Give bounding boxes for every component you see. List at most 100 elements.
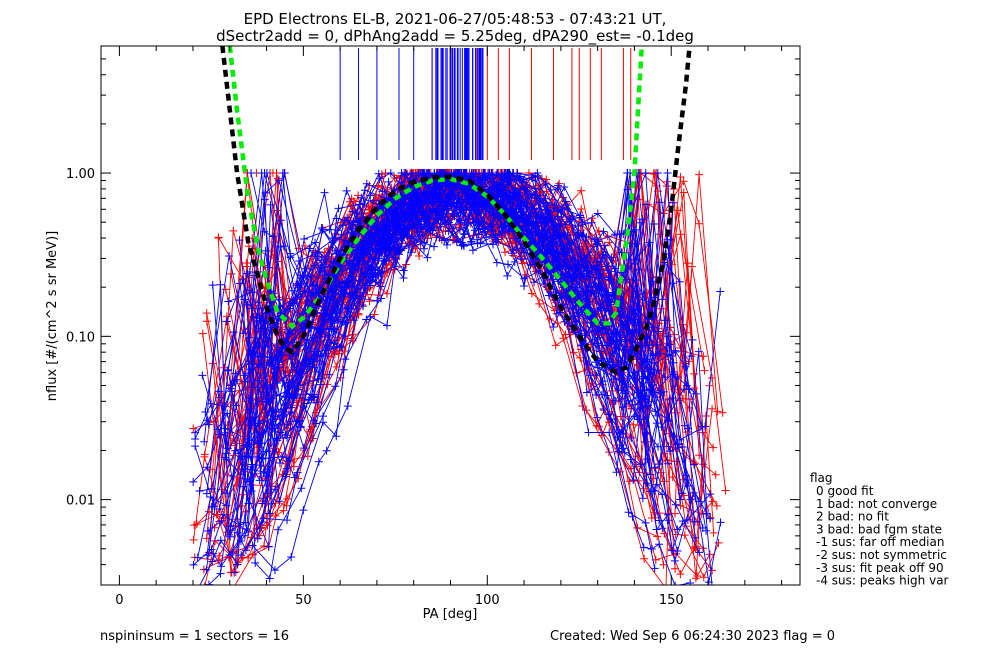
data-point-marker — [204, 582, 206, 585]
data-point-marker — [584, 428, 593, 437]
data-point-marker — [374, 169, 383, 178]
data-point-marker — [588, 214, 597, 223]
data-point-marker — [325, 370, 334, 379]
data-point-marker — [559, 193, 568, 202]
data-point-marker — [683, 515, 692, 524]
data-point-marker — [699, 352, 708, 361]
data-point-marker — [655, 540, 664, 549]
data-point-marker — [708, 404, 717, 413]
data-point-marker — [577, 186, 586, 195]
data-point-marker — [683, 259, 692, 268]
data-point-marker — [189, 424, 198, 433]
data-point-marker — [384, 177, 393, 186]
data-point-marker — [620, 448, 629, 457]
x-tick-label: 150 — [659, 593, 684, 608]
data-point-marker — [300, 234, 309, 243]
data-point-marker — [653, 532, 662, 541]
data-point-marker — [708, 585, 716, 593]
data-point-marker — [200, 450, 209, 459]
data-point-marker — [650, 564, 659, 573]
data-point-marker — [191, 442, 200, 451]
data-point-marker — [320, 188, 329, 197]
data-point-marker — [322, 446, 331, 455]
data-point-marker — [663, 169, 672, 178]
data-point-marker — [664, 510, 673, 519]
data-point-marker — [295, 256, 304, 265]
y-tick-label: 1.00 — [66, 167, 95, 182]
data-point-marker — [576, 353, 585, 362]
data-point-marker — [227, 589, 235, 597]
data-point-marker — [625, 477, 634, 486]
spectrum-line — [261, 171, 634, 460]
data-point-marker — [668, 473, 677, 482]
data-point-marker — [605, 238, 614, 247]
data-point-marker — [634, 476, 643, 485]
data-point-marker — [242, 259, 251, 268]
data-point-marker — [383, 289, 392, 298]
data-point-marker — [386, 169, 395, 178]
data-point-marker — [540, 280, 549, 289]
data-point-marker — [674, 581, 676, 585]
data-point-marker — [282, 516, 291, 525]
data-point-marker — [221, 285, 230, 294]
data-point-marker — [343, 402, 352, 411]
data-point-marker — [641, 169, 650, 178]
data-point-marker — [713, 407, 722, 416]
data-point-marker — [348, 207, 357, 216]
footer-right: Created: Wed Sep 6 06:24:30 2023 flag = … — [550, 629, 835, 644]
x-axis-label: PA [deg] — [423, 607, 478, 622]
data-point-marker — [587, 218, 596, 227]
data-point-marker — [629, 476, 638, 485]
data-point-marker — [641, 518, 650, 527]
data-point-marker — [520, 282, 529, 291]
data-point-marker — [312, 419, 321, 428]
data-point-marker — [699, 460, 708, 469]
data-point-marker — [652, 525, 661, 534]
x-tick-label: 0 — [115, 593, 123, 608]
data-point-marker — [577, 204, 586, 213]
data-point-marker — [338, 277, 347, 286]
y-tick-label: 0.10 — [66, 330, 95, 345]
data-point-marker — [247, 169, 256, 178]
data-point-marker — [555, 179, 564, 188]
data-point-marker — [671, 509, 680, 518]
data-point-marker — [366, 191, 375, 200]
data-point-marker — [239, 329, 248, 338]
data-point-marker — [503, 271, 512, 280]
data-point-marker — [604, 448, 613, 457]
data-point-marker — [283, 494, 292, 503]
data-point-marker — [527, 289, 536, 298]
data-point-marker — [679, 177, 688, 186]
data-point-marker — [317, 223, 326, 232]
data-point-marker — [215, 551, 224, 560]
data-point-marker — [560, 182, 569, 191]
chart-title-line1: EPD Electrons EL-B, 2021-06-27/05:48:53 … — [244, 10, 667, 28]
data-point-marker — [198, 371, 207, 380]
data-point-marker — [277, 452, 286, 461]
data-point-marker — [699, 573, 708, 582]
data-point-marker — [501, 248, 510, 257]
data-point-marker — [686, 395, 695, 404]
data-point-marker — [611, 256, 620, 265]
data-point-marker — [264, 542, 273, 551]
data-point-marker — [714, 538, 723, 547]
data-point-marker — [673, 206, 682, 215]
data-point-marker — [189, 594, 197, 602]
data-point-marker — [664, 516, 673, 525]
data-point-marker — [718, 408, 727, 417]
data-point-marker — [208, 281, 217, 290]
data-point-marker — [354, 310, 363, 319]
data-point-marker — [687, 352, 696, 361]
data-point-marker — [582, 388, 591, 397]
data-point-marker — [492, 258, 501, 267]
x-tick-label: 50 — [295, 593, 312, 608]
data-point-marker — [708, 566, 717, 575]
data-point-marker — [282, 501, 291, 510]
data-point-marker — [375, 174, 384, 183]
data-layer — [189, 46, 730, 602]
data-point-marker — [247, 486, 256, 495]
data-point-marker — [190, 521, 199, 530]
data-point-marker — [189, 535, 198, 544]
data-point-marker — [383, 321, 392, 330]
data-point-marker — [260, 227, 269, 236]
